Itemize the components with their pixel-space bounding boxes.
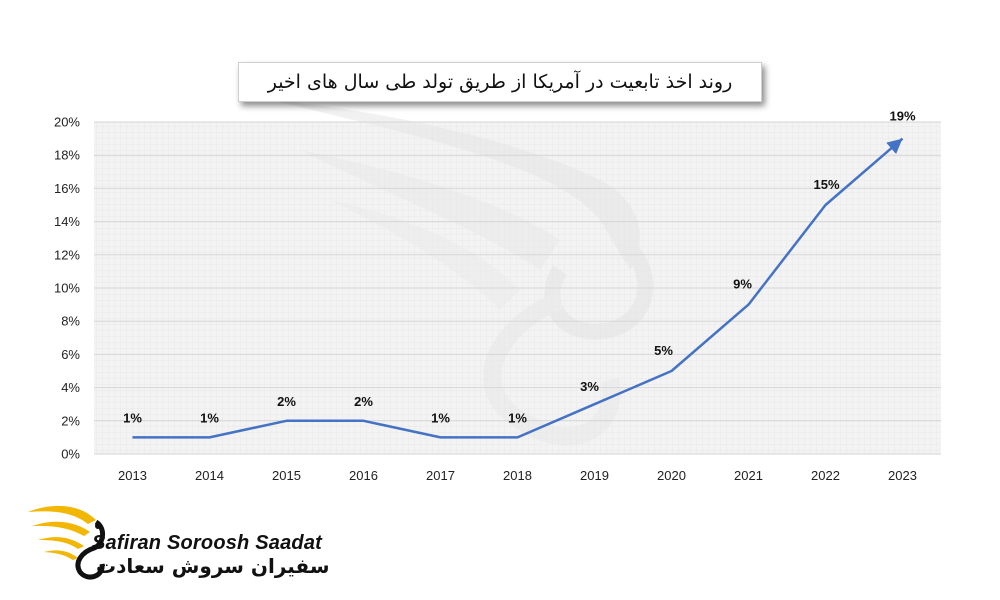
x-tick-label: 2018 — [503, 468, 532, 483]
y-tick-label: 8% — [61, 314, 80, 329]
y-tick-label: 6% — [61, 347, 80, 362]
chart-title-box: روند اخذ تابعیت در آمریکا از طریق تولد ط… — [238, 62, 762, 102]
series-line — [132, 137, 904, 439]
y-tick-label: 18% — [54, 148, 80, 163]
y-tick-label: 10% — [54, 281, 80, 296]
data-label: 3% — [580, 379, 599, 394]
data-label: 2% — [277, 394, 296, 409]
x-tick-label: 2017 — [426, 468, 455, 483]
y-tick-label: 4% — [61, 380, 80, 395]
x-tick-label: 2022 — [811, 468, 840, 483]
x-tick-label: 2013 — [118, 468, 147, 483]
y-tick-label: 0% — [61, 447, 80, 462]
y-tick-label: 14% — [54, 214, 80, 229]
data-label: 19% — [889, 109, 915, 124]
x-tick-label: 2020 — [657, 468, 686, 483]
data-label: 1% — [431, 410, 450, 425]
x-tick-label: 2019 — [580, 468, 609, 483]
x-axis-ticks: 2013 2014 2015 2016 2017 2018 2019 2020 2021 2022… — [118, 468, 917, 483]
x-tick-label: 2014 — [195, 468, 224, 483]
y-gridlines — [94, 121, 941, 455]
x-tick-label: 2021 — [734, 468, 763, 483]
data-labels: 1% 1% 2% 2% 1% 1% 3% 5% 9% 15% 19% — [123, 109, 916, 426]
data-label: 1% — [123, 410, 142, 425]
x-tick-label: 2016 — [349, 468, 378, 483]
x-tick-label: 2015 — [272, 468, 301, 483]
y-tick-label: 2% — [61, 413, 80, 428]
x-tick-label: 2023 — [888, 468, 917, 483]
y-tick-label: 16% — [54, 181, 80, 196]
data-label: 15% — [813, 177, 839, 192]
y-tick-label: 12% — [54, 247, 80, 262]
chart-title: روند اخذ تابعیت در آمریکا از طریق تولد ط… — [267, 71, 733, 93]
data-label: 9% — [733, 277, 752, 292]
brand-name-persian: سفیران سروش سعادت — [96, 554, 330, 578]
data-label: 1% — [508, 410, 527, 425]
y-axis-ticks: 0% 2% 4% 6% 8% 10% 12% 14% 16% 18% 20% — [54, 115, 80, 462]
data-label: 5% — [654, 343, 673, 358]
brand-name-english: Safiran Soroosh Saadat — [92, 532, 323, 554]
y-tick-label: 20% — [54, 115, 80, 130]
watermark-logo — [270, 100, 654, 446]
data-label: 1% — [200, 410, 219, 425]
brand-logo-icon — [28, 505, 105, 580]
data-label: 2% — [354, 394, 373, 409]
